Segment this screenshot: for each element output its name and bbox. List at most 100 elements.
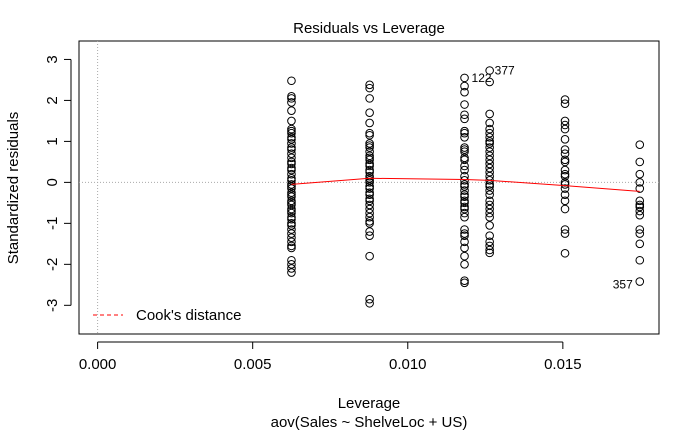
data-point: [287, 188, 296, 197]
legend-label: Cook's distance: [136, 307, 241, 324]
data-point: [560, 145, 570, 154]
data-point: [485, 118, 494, 128]
data-point: [460, 114, 469, 124]
data-point: [560, 196, 570, 206]
data-point: [560, 95, 570, 104]
point-label-377: 377: [495, 64, 515, 78]
data-point: [365, 196, 374, 206]
data-point: [460, 161, 469, 171]
data-point: [635, 200, 645, 210]
data-point: [460, 165, 469, 175]
data-point: [287, 135, 296, 144]
data-point: [365, 118, 374, 128]
data-point: [287, 124, 296, 134]
data-point: [460, 133, 469, 142]
data-point: [365, 128, 374, 138]
data-point: [365, 83, 374, 93]
data-point: [485, 196, 494, 206]
data-point: [365, 231, 374, 240]
data-point: [287, 133, 296, 142]
data-point: [460, 145, 469, 154]
data-point: [560, 229, 570, 238]
data-point: [460, 147, 469, 156]
data-point: [460, 153, 469, 163]
data-point: [635, 206, 645, 216]
data-point: [635, 239, 645, 249]
y-tick-label: 1: [44, 137, 61, 145]
data-point: [460, 198, 469, 208]
data-point: [365, 108, 374, 118]
y-axis: -3 -2 -1 0 1 2 3: [44, 55, 72, 312]
data-point: [635, 178, 645, 187]
data-point: [365, 155, 374, 165]
data-point: [485, 204, 494, 214]
data-point: [365, 188, 374, 197]
data-point: [485, 221, 494, 230]
data-point: [287, 204, 296, 214]
data-point: [287, 182, 296, 191]
data-point: [460, 276, 469, 286]
data-point: [460, 208, 469, 218]
y-tick-label: -1: [44, 217, 61, 230]
data-point: [287, 255, 296, 265]
data-point: [635, 225, 645, 234]
data-point: [460, 126, 469, 136]
data-point: [485, 124, 494, 134]
data-point: [365, 165, 374, 175]
x-axis-label: Leverage: [338, 395, 401, 412]
data-point: [460, 171, 469, 181]
data-point: [365, 143, 374, 152]
data-point: [365, 94, 374, 103]
data-point: [365, 151, 374, 161]
x-axis: 0.000 0.005 0.010 0.015: [79, 341, 582, 373]
data-point: [485, 208, 494, 218]
data-point: [485, 182, 494, 191]
data-point: [365, 217, 374, 226]
data-point: [460, 212, 469, 222]
data-point: [287, 98, 296, 107]
data-point: [560, 149, 570, 158]
data-point: [460, 155, 469, 165]
data-point: [287, 214, 296, 224]
data-point: [365, 219, 374, 228]
data-point: [365, 130, 374, 140]
data-point: [287, 149, 296, 158]
data-point: [485, 147, 494, 156]
data-point: [485, 245, 494, 255]
data-point: [365, 80, 374, 90]
data-point: [560, 99, 570, 108]
data-point: [560, 120, 570, 130]
data-point: [287, 243, 296, 253]
data-point: [635, 229, 645, 238]
data-point: [635, 157, 645, 167]
data-point: [560, 135, 570, 144]
y-tick-label: 3: [44, 55, 61, 63]
data-point: [365, 212, 374, 222]
y-axis-label: Standardized residuals: [5, 112, 22, 265]
data-point: [287, 184, 296, 193]
data-point: [287, 229, 296, 238]
data-point: [287, 94, 296, 103]
smooth-line-group: [291, 177, 640, 192]
data-point: [460, 231, 469, 240]
point-label-357: 357: [613, 278, 633, 292]
data-point: [287, 163, 296, 173]
data-point: [287, 76, 296, 86]
y-tick-label: -2: [44, 258, 61, 271]
data-point: [460, 229, 469, 238]
data-point: [365, 161, 374, 171]
data-point: [635, 255, 645, 265]
data-point: [560, 171, 570, 181]
data-point: [485, 133, 494, 142]
data-point: [365, 182, 374, 191]
data-point: [560, 165, 570, 175]
plot-frame: [78, 40, 660, 335]
data-point: [485, 186, 494, 195]
data-point: [460, 81, 469, 91]
data-point: [560, 116, 570, 126]
data-point: [365, 141, 374, 150]
data-point: [560, 169, 570, 179]
data-point: [460, 182, 469, 191]
data-point: [460, 87, 469, 97]
data-point: [635, 210, 645, 220]
